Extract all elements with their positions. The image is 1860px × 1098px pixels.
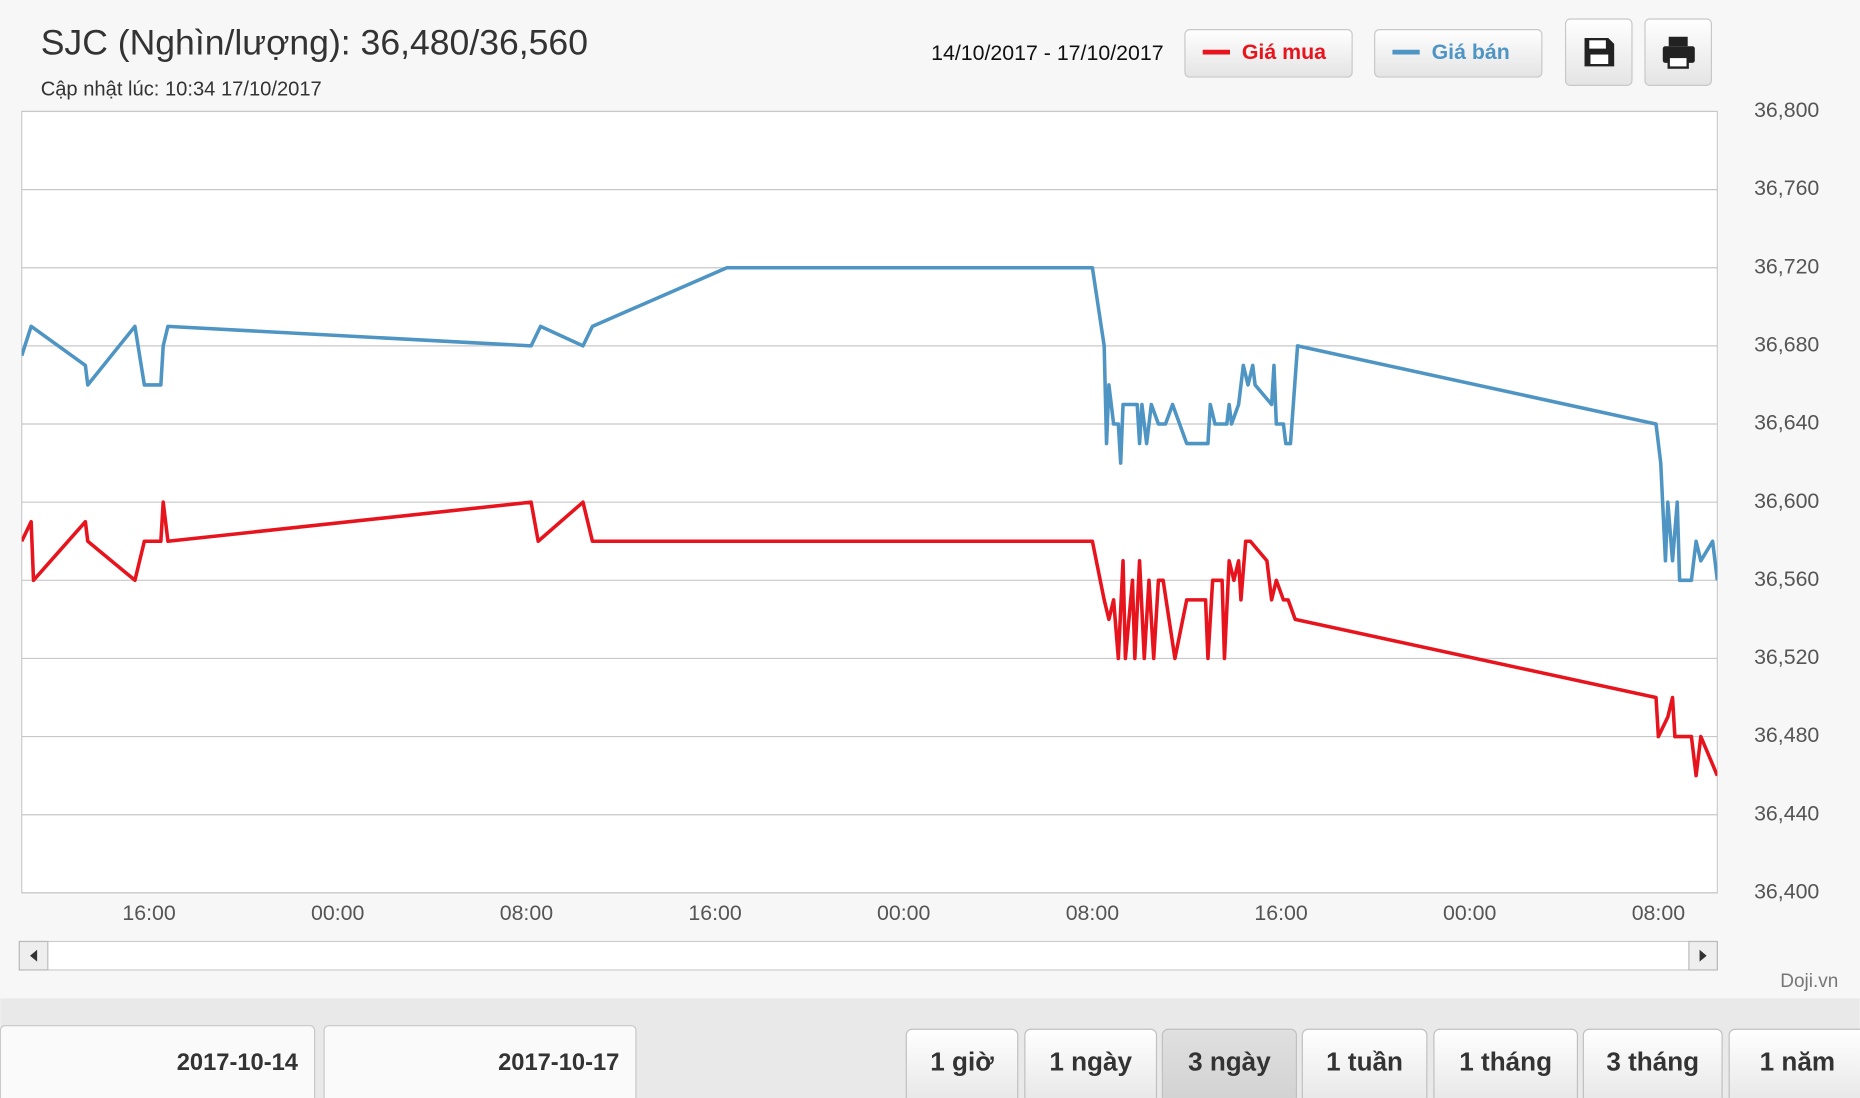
x-tick-label: 00:00 bbox=[1443, 901, 1497, 925]
date-range: 14/10/2017 - 17/10/2017 bbox=[931, 41, 1163, 65]
date-input-text: 2017-10-14 bbox=[177, 1050, 299, 1076]
legend-button bbox=[1374, 29, 1543, 78]
range-button-label: 3 tháng bbox=[1606, 1047, 1699, 1077]
y-tick-label: 36,720 bbox=[1754, 254, 1819, 278]
chart-title: SJC (Nghìn/lượng): 36,480/36,560 bbox=[41, 22, 588, 62]
range-button-label: 1 năm bbox=[1760, 1047, 1835, 1077]
x-tick-label: 00:00 bbox=[311, 901, 365, 925]
y-tick-label: 36,800 bbox=[1754, 98, 1819, 122]
range-button[interactable] bbox=[1433, 1028, 1579, 1098]
date-input[interactable] bbox=[323, 1025, 637, 1098]
credit: Doji.vn bbox=[1780, 971, 1838, 992]
y-tick-label: 36,640 bbox=[1754, 411, 1819, 435]
x-tick-label: 08:00 bbox=[500, 901, 554, 925]
range-button[interactable] bbox=[1728, 1028, 1860, 1098]
series-line bbox=[21, 265, 1718, 583]
y-tick-label: 36,760 bbox=[1754, 176, 1819, 200]
y-tick-label: 36,680 bbox=[1754, 333, 1819, 357]
y-tick-label: 36,560 bbox=[1754, 567, 1819, 591]
scrollbar[interactable] bbox=[18, 940, 1718, 971]
legend-item[interactable]: Giá bán bbox=[1374, 29, 1543, 78]
legend-label: Giá bán bbox=[1432, 40, 1510, 64]
subtitle: Cập nhật lúc: 10:34 17/10/2017 bbox=[41, 78, 322, 100]
x-tick-label: 16:00 bbox=[1254, 901, 1308, 925]
range-button[interactable] bbox=[1024, 1028, 1158, 1098]
save-button[interactable] bbox=[1564, 18, 1633, 86]
range-button-label: 3 ngày bbox=[1188, 1047, 1271, 1077]
range-button[interactable] bbox=[905, 1028, 1019, 1098]
range-button-label: 1 ngày bbox=[1049, 1047, 1132, 1077]
range-button[interactable] bbox=[1161, 1028, 1297, 1098]
y-tick-label: 36,600 bbox=[1754, 489, 1819, 513]
date-input[interactable] bbox=[0, 1025, 316, 1098]
x-tick-label: 16:00 bbox=[688, 901, 742, 925]
y-tick-label: 36,440 bbox=[1754, 801, 1819, 825]
print-button[interactable] bbox=[1644, 18, 1712, 86]
series-line bbox=[21, 500, 1718, 778]
legend: Giá mua Giá bán bbox=[1184, 29, 1543, 78]
x-tick-label: 08:00 bbox=[1632, 901, 1686, 925]
y-tick-label: 36,520 bbox=[1754, 645, 1819, 669]
legend-item[interactable]: Giá mua bbox=[1184, 29, 1353, 78]
range-button[interactable] bbox=[1582, 1028, 1723, 1098]
x-tick-label: 16:00 bbox=[122, 901, 176, 925]
legend-button bbox=[1184, 29, 1353, 78]
date-input-text: 2017-10-17 bbox=[498, 1050, 619, 1076]
y-tick-label: 36,480 bbox=[1754, 723, 1819, 747]
x-tick-label: 08:00 bbox=[1066, 901, 1120, 925]
range-button-label: 1 tháng bbox=[1459, 1047, 1552, 1077]
range-button-label: 1 tuần bbox=[1326, 1047, 1403, 1077]
x-tick-label: 00:00 bbox=[877, 901, 931, 925]
legend-label: Giá mua bbox=[1242, 40, 1326, 64]
range-button-label: 1 giờ bbox=[930, 1047, 994, 1077]
range-button[interactable] bbox=[1301, 1028, 1428, 1098]
y-tick-label: 36,400 bbox=[1754, 880, 1819, 904]
